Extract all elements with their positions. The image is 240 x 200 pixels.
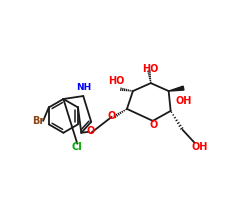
Text: Br: Br: [32, 116, 44, 126]
Text: O: O: [86, 126, 94, 136]
Text: HO: HO: [108, 76, 124, 86]
Text: NH: NH: [76, 83, 91, 92]
Text: OH: OH: [175, 96, 192, 106]
Text: HO: HO: [143, 64, 159, 74]
Text: O: O: [108, 111, 116, 121]
Text: Cl: Cl: [72, 142, 83, 152]
Text: O: O: [150, 120, 158, 130]
Text: OH: OH: [191, 142, 208, 152]
Polygon shape: [169, 86, 184, 91]
